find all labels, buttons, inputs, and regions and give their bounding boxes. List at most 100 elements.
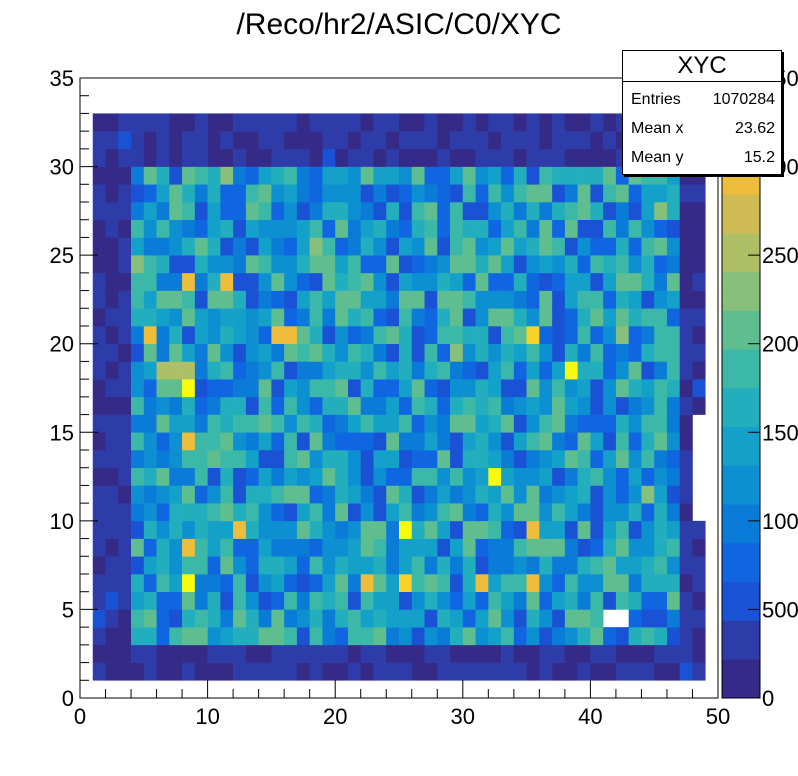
heatmap-cell <box>347 556 362 575</box>
heatmap-cell <box>564 219 578 238</box>
heatmap-cell <box>692 591 706 610</box>
heatmap-cell <box>399 113 413 132</box>
heatmap-cell <box>564 503 578 522</box>
heatmap-cell <box>450 662 464 681</box>
heatmap-cell <box>411 520 425 539</box>
heatmap-cell <box>233 326 247 345</box>
heatmap-cell <box>539 184 553 203</box>
heatmap-cell <box>501 166 515 185</box>
heatmap-cell <box>411 450 425 469</box>
heatmap-cell <box>284 326 298 345</box>
heatmap-cell <box>335 467 349 486</box>
heatmap-cell <box>296 662 310 681</box>
heatmap-cell <box>271 308 285 327</box>
heatmap-cell <box>360 450 374 469</box>
heatmap-cell <box>475 627 489 646</box>
heatmap-cell <box>411 591 425 610</box>
heatmap-cell <box>105 237 119 256</box>
heatmap-cell <box>462 308 476 327</box>
heatmap-cell <box>92 219 106 238</box>
heatmap-cell <box>258 538 272 557</box>
heatmap-cell <box>615 219 629 238</box>
heatmap-cell <box>450 432 464 451</box>
heatmap-cell <box>692 644 706 663</box>
heatmap-cell <box>309 644 323 663</box>
heatmap-cell <box>131 379 145 398</box>
heatmap-cell <box>335 396 349 415</box>
heatmap-cell <box>335 414 349 433</box>
heatmap-cell <box>309 662 323 681</box>
heatmap-cell <box>526 308 540 327</box>
heatmap-cell <box>590 662 604 681</box>
heatmap-cell <box>666 574 681 593</box>
colorbar-swatch <box>722 310 760 350</box>
heatmap-cell <box>335 184 349 203</box>
heatmap-cell <box>666 414 681 433</box>
heatmap-cell <box>679 627 693 646</box>
heatmap-cell <box>488 503 502 522</box>
heatmap-cell <box>386 202 400 221</box>
heatmap-cell <box>131 219 145 238</box>
heatmap-cell <box>641 326 655 345</box>
heatmap-cell <box>245 113 259 132</box>
heatmap-cell <box>654 609 668 628</box>
heatmap-cell <box>245 503 259 522</box>
heatmap-cell <box>194 485 208 504</box>
heatmap-cell <box>399 627 413 646</box>
heatmap-cell <box>386 219 400 238</box>
heatmap-cell <box>322 166 336 185</box>
heatmap-cell <box>526 538 540 557</box>
heatmap-cell <box>143 662 157 681</box>
heatmap-cell <box>373 503 387 522</box>
heatmap-cell <box>692 343 706 362</box>
heatmap-cell <box>628 272 642 291</box>
heatmap-cell <box>169 148 183 167</box>
heatmap-cell <box>539 131 553 150</box>
heatmap-cell <box>373 644 387 663</box>
heatmap-cell <box>603 538 617 557</box>
heatmap-cell <box>666 219 681 238</box>
heatmap-cell <box>131 113 145 132</box>
heatmap-cell <box>207 237 221 256</box>
heatmap-cell <box>654 485 668 504</box>
heatmap-cell <box>360 538 374 557</box>
heatmap-cell <box>501 219 515 238</box>
heatmap-cell <box>258 450 272 469</box>
heatmap-cell <box>245 467 259 486</box>
heatmap-cell <box>564 627 578 646</box>
heatmap-cell <box>271 450 285 469</box>
heatmap-cell <box>603 255 617 274</box>
heatmap-cell <box>450 290 464 309</box>
heatmap-cell <box>207 131 221 150</box>
heatmap-cell <box>271 272 285 291</box>
heatmap-cell <box>424 379 438 398</box>
heatmap-cell <box>373 148 387 167</box>
heatmap-cell <box>513 503 527 522</box>
heatmap-cell <box>526 627 540 646</box>
heatmap-cell <box>603 202 617 221</box>
heatmap-cell <box>411 556 425 575</box>
heatmap-cell <box>679 308 693 327</box>
chart-title: /Reco/hr2/ASIC/C0/XYC <box>236 8 562 41</box>
heatmap-cell <box>373 591 387 610</box>
colorbar-tick-label: 0 <box>762 686 774 711</box>
heatmap-cell <box>539 485 553 504</box>
heatmap-cell <box>373 326 387 345</box>
heatmap-cell <box>628 503 642 522</box>
heatmap-cell <box>309 609 323 628</box>
heatmap-cell <box>296 148 310 167</box>
heatmap-cell <box>577 361 591 380</box>
heatmap-cell <box>526 609 540 628</box>
heatmap-cell <box>692 272 706 291</box>
heatmap-cell <box>501 113 515 132</box>
heatmap-cell <box>335 520 349 539</box>
heatmap-cell <box>220 148 234 167</box>
heatmap-cell <box>335 627 349 646</box>
heatmap-cell <box>679 379 693 398</box>
heatmap-cell <box>296 609 310 628</box>
heatmap-cell <box>233 520 247 539</box>
y-tick-label: 30 <box>50 155 74 180</box>
heatmap-cell <box>207 627 221 646</box>
heatmap-cell <box>245 131 259 150</box>
heatmap-cell <box>577 627 591 646</box>
